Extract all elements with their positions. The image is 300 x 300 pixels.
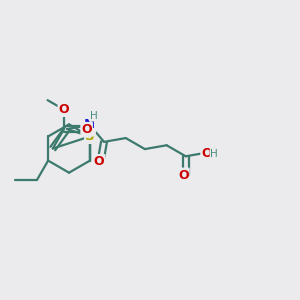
Text: H: H	[210, 149, 218, 159]
Text: S: S	[85, 130, 95, 143]
Text: O: O	[58, 103, 69, 116]
Text: O: O	[81, 123, 92, 136]
Text: O: O	[178, 169, 189, 182]
Text: O: O	[201, 146, 212, 160]
Text: N: N	[84, 118, 95, 131]
Text: O: O	[94, 155, 104, 168]
Text: H: H	[90, 111, 98, 121]
